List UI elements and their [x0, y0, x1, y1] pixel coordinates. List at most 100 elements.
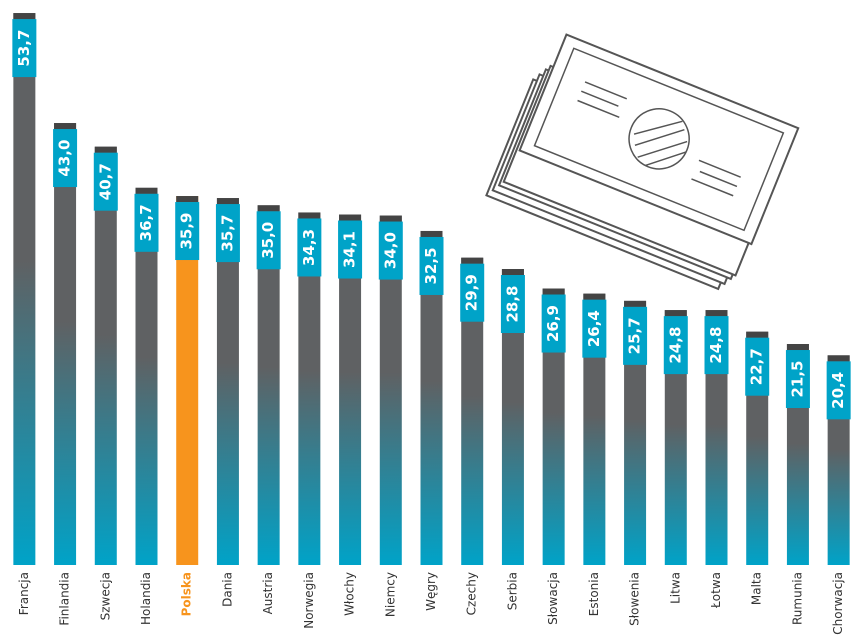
value-label: 53,7: [15, 30, 33, 67]
x-tick-label: Niemcy: [383, 572, 397, 617]
x-tick-label: Czechy: [465, 572, 479, 615]
bar: [583, 293, 606, 565]
bar-cap: [461, 257, 484, 264]
x-tick-label: Estonia: [587, 572, 601, 616]
bar: [339, 214, 362, 565]
value-label-box: [419, 236, 444, 295]
x-tick-label: Chorwacja: [831, 572, 845, 635]
x-tick-label: Szwecja: [98, 572, 112, 620]
bar-cap: [664, 310, 687, 317]
x-tick-label: Słowacja: [546, 572, 560, 625]
value-label-box: [53, 129, 78, 188]
bar-cap: [54, 123, 77, 130]
value-label-box: [93, 152, 118, 211]
bar-cap: [420, 230, 443, 237]
x-tick-label: Polska: [180, 572, 194, 616]
money-illustration: [485, 33, 800, 291]
value-label: 34,3: [300, 229, 318, 266]
value-label-box: [297, 218, 322, 277]
value-label-box: [826, 361, 851, 420]
bar-cap: [746, 331, 769, 338]
value-label: 21,5: [788, 361, 806, 398]
value-label-box: [745, 337, 770, 396]
value-label: 32,5: [422, 247, 440, 284]
x-tick-label: Dania: [220, 572, 234, 607]
x-tick-label: Litwa: [668, 572, 682, 604]
bar-cap: [176, 196, 199, 203]
value-label: 34,0: [381, 232, 399, 269]
bar-cap: [298, 212, 321, 219]
x-tick-label: Łotwa: [709, 572, 723, 609]
bar: [54, 123, 77, 566]
x-tick-label: Malta: [750, 572, 764, 605]
x-tick-label: Rumunia: [790, 572, 804, 625]
value-label-box: [623, 306, 648, 365]
bar-cap: [705, 310, 728, 317]
value-label-box: [663, 316, 688, 375]
value-label: 35,7: [218, 215, 236, 252]
bar: [257, 205, 280, 565]
bar-cap: [501, 269, 524, 275]
value-label-box: [541, 294, 566, 353]
bar: [94, 146, 117, 565]
bar: [379, 215, 402, 566]
bar: [176, 196, 199, 565]
bar: [135, 187, 158, 566]
value-label: 35,9: [178, 213, 196, 250]
bar: [298, 212, 321, 565]
bar-cap: [379, 215, 402, 222]
value-label: 40,7: [96, 163, 114, 200]
bar-cap: [13, 13, 36, 20]
value-label-box: [175, 202, 200, 261]
bar-cap: [786, 344, 809, 351]
bar-cap: [135, 187, 158, 194]
x-tick-label: Holandia: [139, 572, 153, 625]
bar: [13, 13, 36, 566]
value-label-box: [134, 193, 159, 252]
bar-cap: [542, 288, 565, 295]
bar-cap: [339, 214, 362, 221]
x-tick-label: Węgry: [424, 572, 438, 611]
value-label: 28,8: [503, 285, 521, 322]
value-label-box: [582, 299, 607, 358]
bar: [461, 257, 484, 565]
x-tick-label: Austria: [261, 572, 275, 614]
bar-cap: [583, 293, 606, 300]
x-tick-label: Finlandia: [58, 572, 72, 626]
value-label-box: [256, 211, 281, 270]
x-tick-label: Słowenia: [628, 572, 642, 626]
value-label-box: [378, 221, 403, 280]
value-label-box: [785, 350, 810, 409]
value-label-box: [704, 316, 729, 375]
bar-cap: [257, 205, 280, 212]
value-label: 24,8: [666, 327, 684, 364]
value-label-box: [215, 204, 240, 263]
value-label: 26,4: [585, 310, 603, 347]
value-label: 22,7: [748, 348, 766, 385]
value-label: 43,0: [56, 140, 74, 177]
x-tick-label: Włochy: [343, 572, 357, 616]
bar: [420, 230, 443, 565]
bar: [216, 198, 239, 566]
value-label-box: [338, 220, 363, 279]
value-label: 35,0: [259, 222, 277, 259]
value-label: 34,1: [341, 231, 359, 268]
bar-cap: [624, 300, 647, 307]
value-label-box: [460, 263, 485, 322]
value-label: 29,9: [463, 274, 481, 311]
value-label: 24,8: [707, 327, 725, 364]
bar: [624, 300, 647, 565]
bar: [542, 288, 565, 565]
bar-cap: [216, 198, 239, 205]
value-label: 25,7: [626, 317, 644, 354]
value-label: 20,4: [829, 372, 847, 409]
x-tick-label: Francja: [17, 572, 31, 615]
bar-cap: [94, 146, 117, 153]
value-label-box: [12, 19, 37, 78]
value-label: 26,9: [544, 305, 562, 342]
x-tick-label: Norwegia: [302, 572, 316, 629]
bar-cap: [827, 355, 850, 362]
value-label-box: [500, 275, 525, 333]
x-tick-label: Serbia: [505, 572, 519, 610]
